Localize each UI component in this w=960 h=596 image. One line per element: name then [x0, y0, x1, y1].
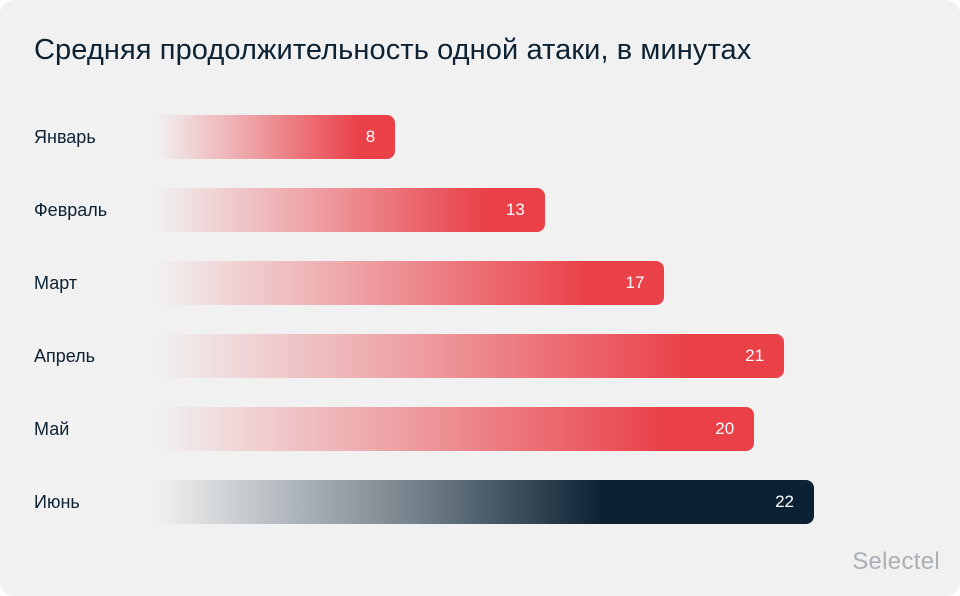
- bar-row: Июнь 22: [0, 480, 960, 524]
- bar-row: Май 20: [0, 407, 960, 451]
- bar-value-label: 8: [365, 127, 376, 146]
- chart-title: Средняя продолжительность одной атаки, в…: [34, 34, 752, 66]
- category-label: Март: [34, 273, 78, 293]
- bar-value-label: 13: [505, 200, 525, 219]
- selectel-logo: Selectel: [852, 548, 940, 575]
- bar-value-label: 17: [625, 273, 645, 292]
- category-label: Апрель: [34, 346, 96, 366]
- category-label: Май: [34, 419, 70, 439]
- category-label: Июнь: [34, 492, 80, 512]
- bar-value-label: 21: [745, 346, 765, 365]
- bar: 8: [156, 115, 396, 159]
- category-label: Январь: [34, 127, 96, 147]
- bar: 17: [156, 261, 665, 305]
- bar-row: Февраль 13: [0, 188, 960, 232]
- bar: 13: [156, 188, 545, 232]
- bar-row: Апрель 21: [0, 334, 960, 378]
- bar-value-label: 20: [715, 419, 735, 438]
- bar-value-label: 22: [775, 492, 794, 511]
- bar: 22: [156, 480, 814, 524]
- bar: 20: [156, 407, 755, 451]
- bar: 21: [156, 334, 785, 378]
- bar-row: Март 17: [0, 261, 960, 305]
- category-label: Февраль: [34, 200, 108, 220]
- bar-row: Январь 8: [0, 115, 960, 159]
